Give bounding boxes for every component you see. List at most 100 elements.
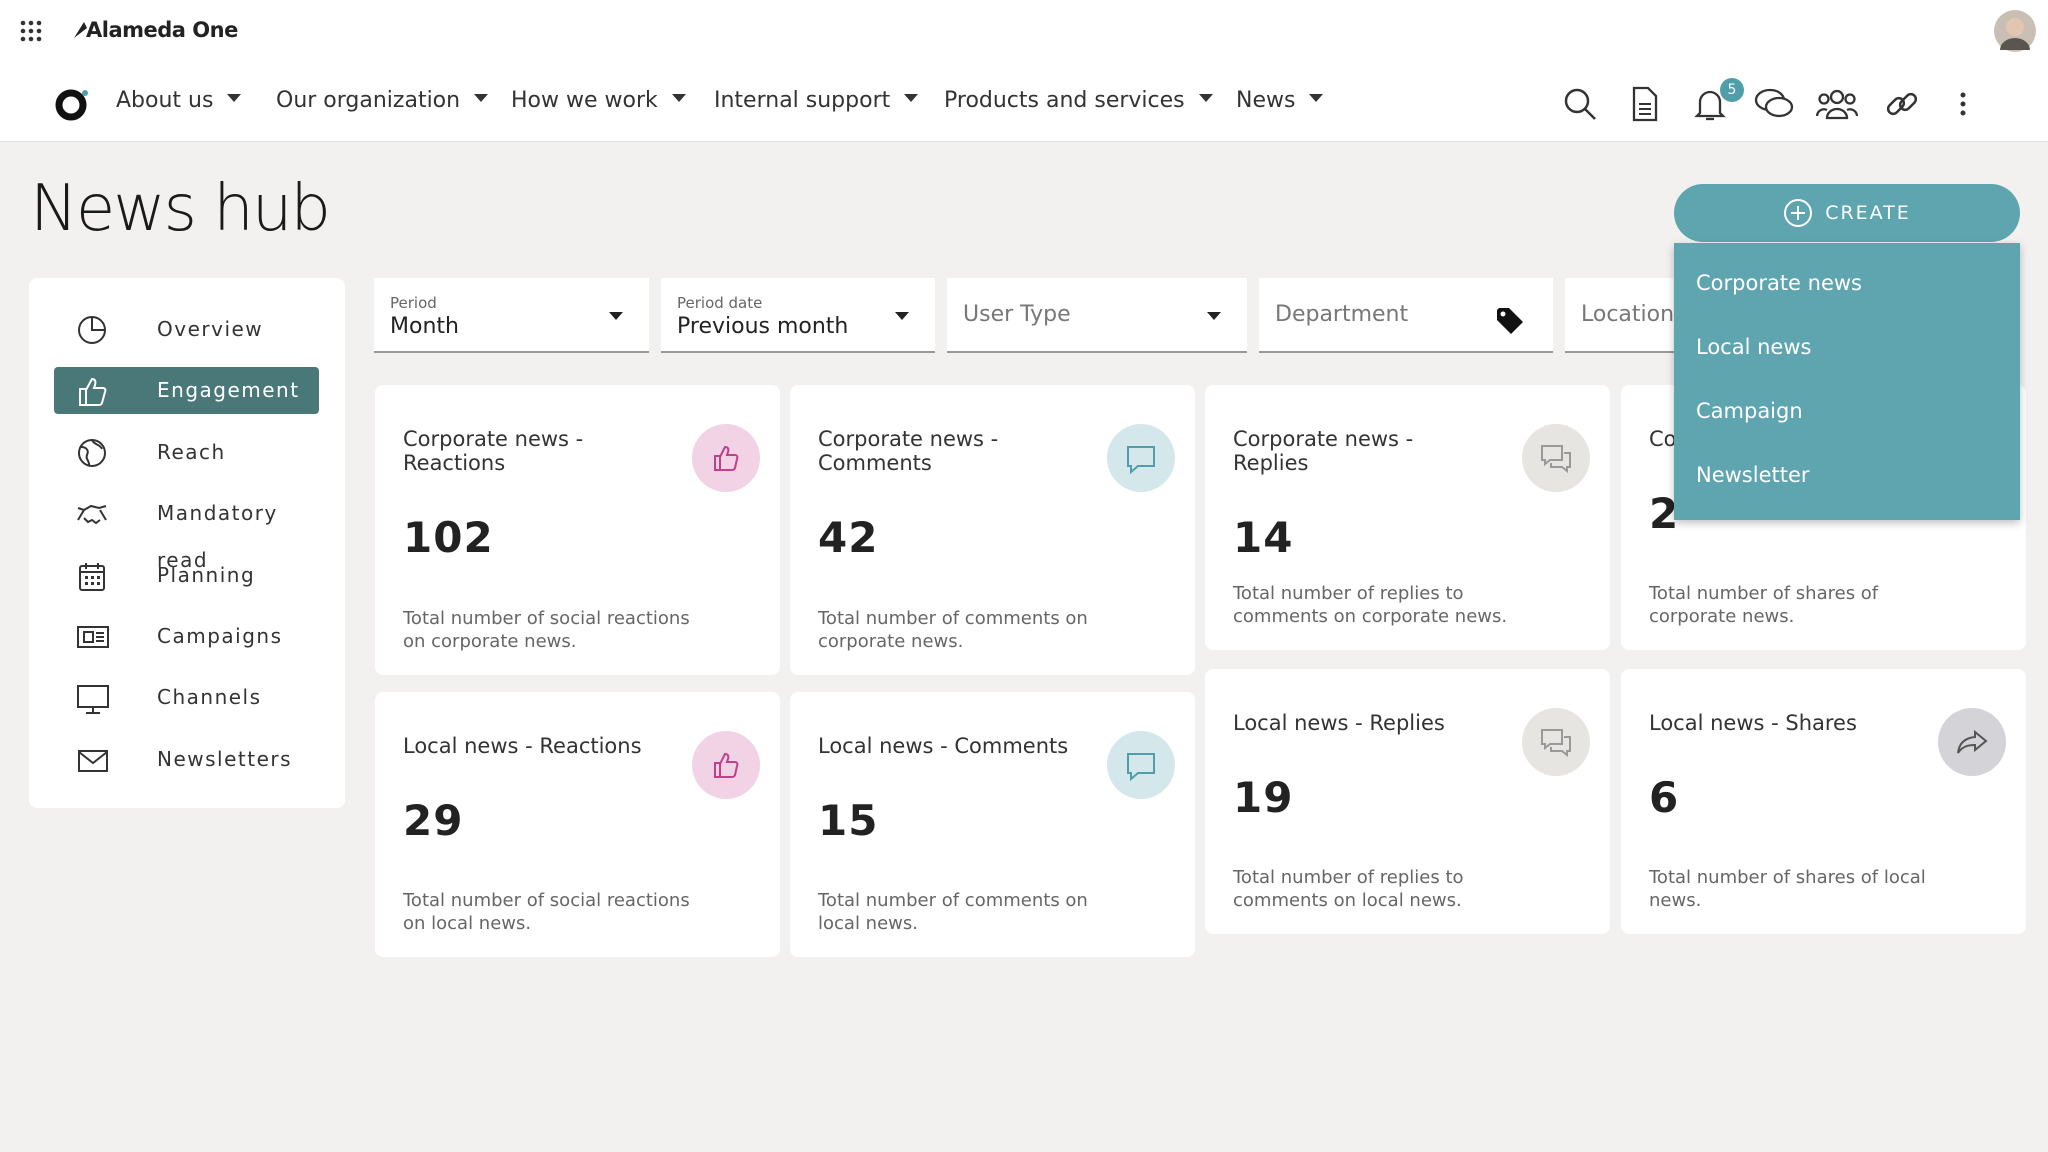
filter-value: Previous month: [677, 314, 849, 339]
card-title: Corporate news - Replies: [1233, 427, 1414, 475]
card-value: 19: [1233, 773, 1294, 822]
kpi-card[interactable]: Local news - Replies 19 Total number of re…: [1205, 669, 1610, 934]
sidebar-item[interactable]: Overview: [54, 306, 319, 353]
sidebar-label: Overview: [157, 317, 264, 341]
card-title: Local news - Reactions: [403, 734, 642, 758]
links-icon[interactable]: [1884, 86, 1920, 122]
search-icon[interactable]: [1562, 86, 1598, 122]
plus-icon: [1784, 199, 1813, 227]
sidebar-icon: [77, 626, 109, 648]
dropdown-caret: [895, 312, 909, 327]
sidebar-item[interactable]: Engagement: [54, 367, 319, 414]
sidebar: Overview Engagement Reach Mandatory read Pla…: [29, 278, 345, 808]
card-icon-glyph: [1957, 729, 1988, 754]
brand-name[interactable]: Alameda One: [86, 18, 238, 42]
chat-icon[interactable]: [1754, 86, 1794, 122]
sidebar-icon: [78, 439, 106, 467]
user-avatar[interactable]: [1994, 10, 2036, 52]
sidebar-item[interactable]: Channels: [54, 674, 319, 721]
create-button[interactable]: CREATE: [1674, 184, 2020, 242]
card-icon-glyph: [1541, 445, 1571, 474]
filter-placeholder: Department: [1275, 302, 1409, 327]
card-title: Corporate news - Comments: [818, 427, 999, 475]
people-icon[interactable]: [1816, 86, 1858, 122]
apps-launcher[interactable]: [20, 20, 42, 42]
sidebar-item[interactable]: Reach: [54, 429, 319, 476]
card-icon: [1522, 424, 1590, 492]
card-icon: [1522, 708, 1590, 776]
card-icon: [1107, 731, 1175, 799]
sidebar-item[interactable]: Newsletters: [54, 736, 319, 783]
page-title: News hub: [30, 172, 331, 246]
menu-item[interactable]: Corporate news: [1696, 271, 1863, 295]
card-value: 29: [403, 796, 464, 845]
card-icon: [692, 731, 760, 799]
card-icon-glyph: [1127, 446, 1155, 474]
kpi-card[interactable]: Local news - Shares 6 Total number of shar…: [1621, 669, 2026, 934]
card-icon-glyph: [1127, 753, 1155, 781]
card-description: Total number of replies to comments on c…: [1233, 583, 1508, 627]
documents-icon[interactable]: [1630, 86, 1660, 122]
nav-item[interactable]: Products and services: [944, 88, 1213, 113]
filter-placeholder: User Type: [963, 302, 1071, 327]
card-title: Corporate news - Reactions: [403, 427, 584, 475]
card-title: Local news - Replies: [1233, 711, 1445, 735]
kpi-card[interactable]: Corporate news - Replies 14 Total number o…: [1205, 385, 1610, 650]
menu-item[interactable]: Newsletter: [1696, 463, 1810, 487]
nav-item[interactable]: Internal support: [714, 88, 918, 113]
sidebar-icon: [79, 377, 107, 406]
dropdown-caret: [609, 312, 623, 327]
card-icon: [692, 424, 760, 492]
filter-field[interactable]: Location: [1565, 278, 1685, 353]
notifications-icon[interactable]: [1692, 86, 1728, 122]
sidebar-icon: [78, 750, 108, 772]
notification-badge: 5: [1720, 78, 1744, 102]
card-value: 102: [403, 513, 494, 562]
filter-field[interactable]: Period Month: [374, 278, 649, 353]
sidebar-icon: [78, 316, 106, 344]
card-value: 15: [818, 796, 879, 845]
card-value: 2: [1649, 489, 1680, 538]
card-value: 14: [1233, 513, 1294, 562]
sidebar-item[interactable]: Campaigns: [54, 613, 319, 660]
card-icon-glyph: [714, 445, 739, 471]
filter-value: Month: [390, 314, 459, 339]
card-description: Total number of social reactions on loca…: [403, 890, 690, 934]
sidebar-label: Newsletters: [157, 747, 293, 771]
sidebar-icon: [79, 563, 105, 591]
sidebar-icon: [77, 685, 109, 714]
nav-item[interactable]: Our organization: [276, 88, 488, 113]
filter-field[interactable]: Department: [1259, 278, 1553, 353]
card-title: Local news - Comments: [818, 734, 1069, 758]
sidebar-item[interactable]: Mandatory read: [54, 490, 319, 572]
card-icon: [1107, 424, 1175, 492]
sidebar-label: Engagement: [157, 378, 300, 402]
kpi-card[interactable]: Corporate news - Reactions 102 Total numbe…: [375, 385, 780, 675]
sidebar-item[interactable]: Planning: [54, 552, 319, 599]
menu-item[interactable]: Local news: [1696, 335, 1812, 359]
sidebar-label: Reach: [157, 440, 226, 464]
nav-item[interactable]: How we work: [511, 88, 686, 113]
kpi-card[interactable]: Local news - Comments 15 Total number of c…: [790, 692, 1195, 957]
brand-logo: [74, 22, 87, 38]
card-description: Total number of comments on corporate ne…: [818, 608, 1088, 652]
more-icon[interactable]: [1958, 86, 1968, 122]
card-description: Total number of shares of local news.: [1649, 867, 1926, 911]
filter-field[interactable]: User Type: [947, 278, 1247, 353]
card-description: Total number of shares of corporate news…: [1649, 583, 1879, 627]
kpi-card[interactable]: Corporate news - Comments 42 Total number …: [790, 385, 1195, 675]
card-icon-glyph: [1541, 729, 1571, 758]
tag-icon: [1495, 306, 1523, 338]
sidebar-label: Planning: [157, 563, 256, 587]
nav-item[interactable]: About us: [116, 88, 241, 113]
kpi-card[interactable]: Local news - Reactions 29 Total number of …: [375, 692, 780, 957]
filter-placeholder: Location: [1581, 302, 1675, 327]
home-logo[interactable]: [54, 87, 90, 123]
nav-item[interactable]: News: [1236, 88, 1323, 113]
top-bar: Alameda One 5 About us Our organization Ho…: [0, 0, 2048, 142]
create-label: CREATE: [1825, 202, 1911, 224]
filter-field[interactable]: Period date Previous month: [661, 278, 935, 353]
sidebar-label: Campaigns: [157, 624, 283, 648]
menu-item[interactable]: Campaign: [1696, 399, 1803, 423]
